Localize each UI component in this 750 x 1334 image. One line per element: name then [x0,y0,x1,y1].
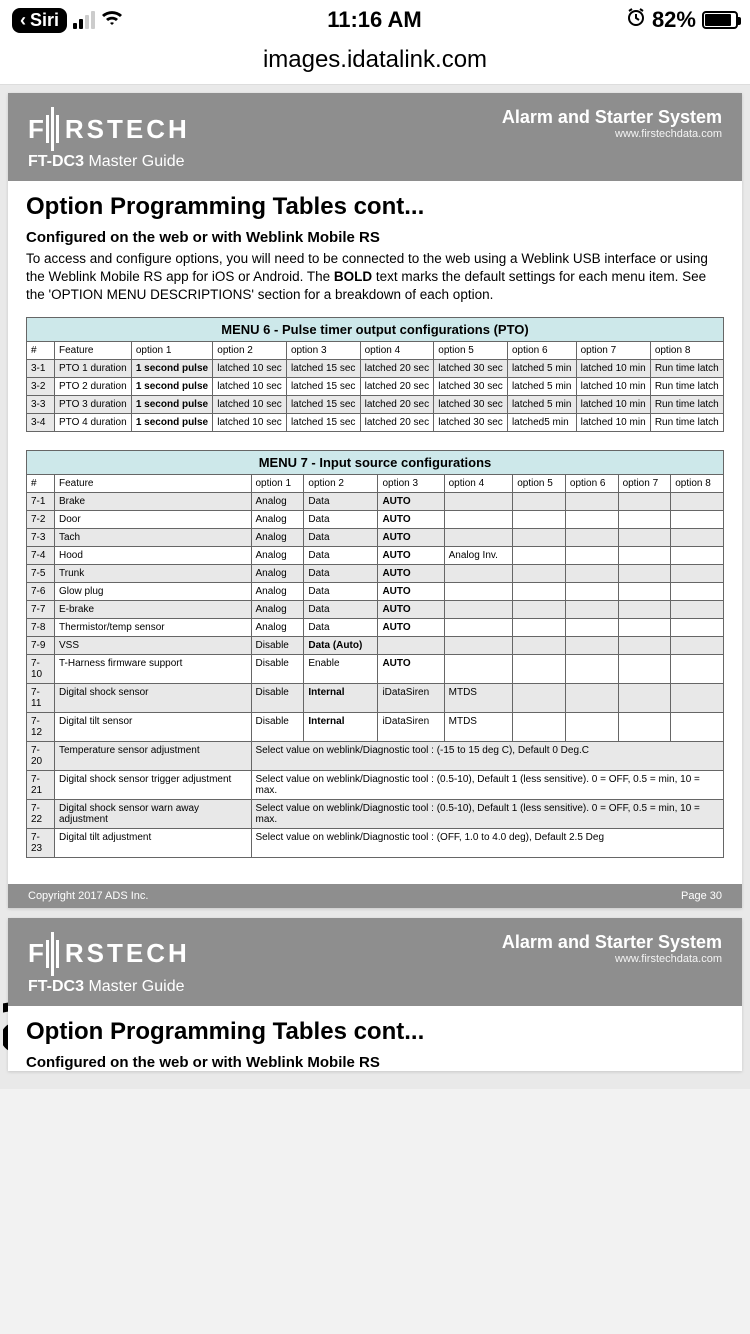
table-row: 7-20Temperature sensor adjustmentSelect … [27,741,724,770]
table-row: 7-23Digital tilt adjustmentSelect value … [27,828,724,857]
table-row: 7-5TrunkAnalogDataAUTO [27,564,724,582]
menu6-title: MENU 6 - Pulse timer output configuratio… [27,317,724,341]
column-header: # [27,474,55,492]
header-site: www.firstechdata.com [502,128,722,140]
back-to-siri-pill[interactable]: ‹ Siri [12,8,67,33]
column-header: option 7 [576,341,650,359]
alarm-icon [626,7,646,33]
table-row: 7-21Digital shock sensor trigger adjustm… [27,770,724,799]
column-header: option 5 [434,341,508,359]
chevron-left-icon: ‹ [20,10,26,31]
column-header: Feature [55,474,252,492]
page-number: Page 30 [681,890,722,902]
copyright: Copyright 2017 ADS Inc. [28,890,148,902]
table-row: 7-1BrakeAnalogDataAUTO [27,492,724,510]
product-name: FT-DC3 [28,978,84,995]
column-header: option 3 [286,341,360,359]
firstech-logo: F RSTECH [28,107,190,151]
product-sub: Master Guide [88,153,184,170]
pdf-page: F RSTECH FT-DC3 Master Guide Alarm and S… [8,918,742,1071]
column-header: option 6 [507,341,576,359]
table-row: 7-22Digital shock sensor warn away adjus… [27,799,724,828]
header-title: Alarm and Starter System [502,107,722,128]
page-heading: Option Programming Tables cont... [26,1018,724,1046]
column-header: option 4 [360,341,434,359]
table-header-row: #Featureoption 1option 2option 3option 4… [27,474,724,492]
table-row: 7-4HoodAnalogDataAUTOAnalog Inv. [27,546,724,564]
product-sub: Master Guide [88,978,184,995]
page-subheading: Configured on the web or with Weblink Mo… [26,1054,724,1071]
menu7-table: MENU 7 - Input source configurations #Fe… [26,450,724,858]
document-viewport[interactable]: F RSTECH FT-DC3 Master Guide Alarm and S… [0,85,750,1089]
page-heading: Option Programming Tables cont... [26,193,724,221]
page-header: F RSTECH FT-DC3 Master Guide Alarm and S… [8,93,742,181]
table-row: 7-3TachAnalogDataAUTO [27,528,724,546]
column-header: option 7 [618,474,671,492]
table-row: 7-9VSSDisableData (Auto) [27,636,724,654]
url-text: images.idatalink.com [263,46,487,73]
page-footer: Copyright 2017 ADS Inc. Page 30 [8,884,742,908]
table-row: 7-11Digital shock sensorDisableInternali… [27,683,724,712]
table-row: 3-4PTO 4 duration1 second pulselatched 1… [27,413,724,431]
logo-bars-icon [46,107,59,151]
column-header: option 5 [513,474,566,492]
page-header: F RSTECH FT-DC3 Master Guide Alarm and S… [8,918,742,1006]
menu6-table: MENU 6 - Pulse timer output configuratio… [26,317,724,432]
table-row: 7-7E-brakeAnalogDataAUTO [27,600,724,618]
menu7-title: MENU 7 - Input source configurations [27,450,724,474]
column-header: option 3 [378,474,444,492]
wifi-icon [101,7,123,33]
page-subheading: Configured on the web or with Weblink Mo… [26,229,724,246]
siri-label: Siri [30,10,59,31]
column-header: option 1 [131,341,212,359]
column-header: option 1 [251,474,304,492]
header-title: Alarm and Starter System [502,932,722,953]
column-header: option 2 [213,341,287,359]
logo-bars-icon [46,932,59,976]
table-row: 7-8Thermistor/temp sensorAnalogDataAUTO [27,618,724,636]
battery-icon [702,11,738,29]
table-row: 7-2DoorAnalogDataAUTO [27,510,724,528]
pdf-page: F RSTECH FT-DC3 Master Guide Alarm and S… [8,93,742,908]
cellular-signal-icon [73,11,95,29]
table-row: 7-12Digital tilt sensorDisableInternaliD… [27,712,724,741]
battery-percent: 82% [652,7,696,33]
header-site: www.firstechdata.com [502,953,722,965]
table-row: 3-1PTO 1 duration1 second pulselatched 1… [27,359,724,377]
status-time: 11:16 AM [327,7,422,33]
column-header: option 4 [444,474,513,492]
brand-text: RSTECH [65,938,190,969]
brand-text: RSTECH [65,114,190,145]
browser-url-bar[interactable]: images.idatalink.com [0,40,750,85]
column-header: option 8 [671,474,724,492]
intro-text: To access and configure options, you wil… [26,250,724,305]
column-header: option 2 [304,474,378,492]
table-row: 3-2PTO 2 duration1 second pulselatched 1… [27,377,724,395]
table-row: 7-6Glow plugAnalogDataAUTO [27,582,724,600]
column-header: option 6 [565,474,618,492]
table-header-row: #Featureoption 1option 2option 3option 4… [27,341,724,359]
column-header: Feature [55,341,132,359]
product-name: FT-DC3 [28,153,84,170]
column-header: # [27,341,55,359]
firstech-logo: F RSTECH [28,932,190,976]
ios-status-bar: ‹ Siri 11:16 AM 82% [0,0,750,40]
column-header: option 8 [650,341,723,359]
table-row: 3-3PTO 3 duration1 second pulselatched 1… [27,395,724,413]
table-row: 7-10T-Harness firmware supportDisableEna… [27,654,724,683]
